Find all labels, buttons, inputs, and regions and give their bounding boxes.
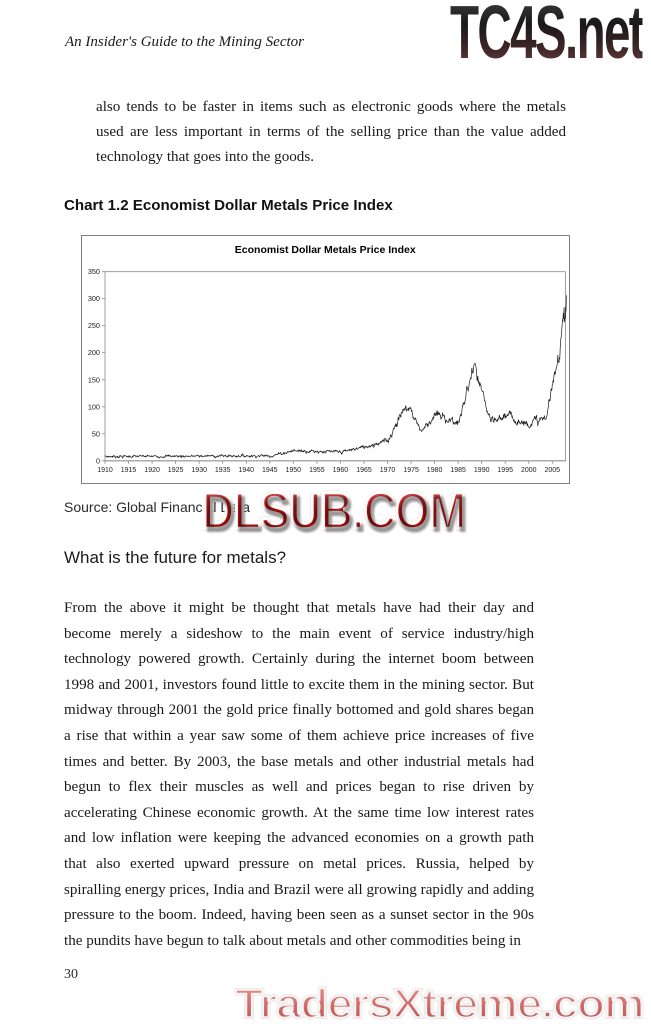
svg-text:1935: 1935 [214,467,230,474]
svg-text:2005: 2005 [544,467,560,474]
svg-text:1965: 1965 [356,467,372,474]
svg-text:300: 300 [87,294,99,303]
svg-text:1960: 1960 [332,467,348,474]
svg-text:1955: 1955 [309,467,325,474]
svg-text:1950: 1950 [285,467,301,474]
svg-text:200: 200 [87,348,99,357]
svg-text:1930: 1930 [191,467,207,474]
svg-text:0: 0 [95,456,99,465]
svg-text:1910: 1910 [97,467,113,474]
svg-text:100: 100 [87,402,99,411]
svg-text:250: 250 [87,321,99,330]
svg-text:50: 50 [91,429,99,438]
svg-text:150: 150 [87,375,99,384]
svg-text:1945: 1945 [262,467,278,474]
svg-text:350: 350 [87,267,99,276]
svg-text:1975: 1975 [403,467,419,474]
svg-text:1925: 1925 [167,467,183,474]
svg-text:1980: 1980 [426,467,442,474]
svg-text:1915: 1915 [120,467,136,474]
svg-text:1970: 1970 [379,467,395,474]
svg-text:1990: 1990 [473,467,489,474]
svg-text:1995: 1995 [497,467,513,474]
svg-text:1920: 1920 [144,467,160,474]
svg-text:1985: 1985 [450,467,466,474]
svg-text:1940: 1940 [238,467,254,474]
svg-text:2000: 2000 [521,467,537,474]
